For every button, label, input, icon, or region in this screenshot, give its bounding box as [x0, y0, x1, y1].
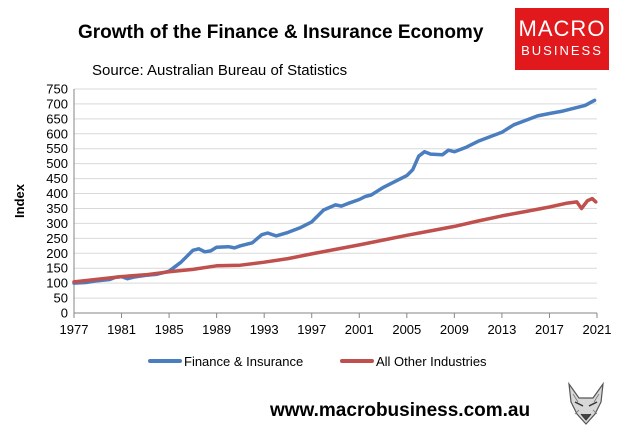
- fox-head-icon: [561, 380, 611, 428]
- macrobusiness-logo: MACRO BUSINESS: [515, 8, 609, 70]
- x-tick-label: 2009: [440, 322, 469, 337]
- website-url: www.macrobusiness.com.au: [270, 400, 531, 421]
- y-axis-label: Index: [12, 183, 27, 218]
- y-tick-label: 750: [46, 82, 68, 97]
- chart-title: Growth of the Finance & Insurance Econom…: [78, 22, 484, 43]
- y-tick-label: 0: [61, 306, 68, 321]
- x-tick-label: 1977: [60, 322, 89, 337]
- x-tick-label: 1989: [202, 322, 231, 337]
- y-tick-label: 400: [46, 186, 68, 201]
- x-tick-label: 1981: [107, 322, 136, 337]
- x-tick-label: 1985: [155, 322, 184, 337]
- legend-label-finance-insurance: Finance & Insurance: [184, 354, 303, 369]
- y-tick-label: 450: [46, 171, 68, 186]
- logo-line-1: MACRO: [518, 16, 606, 41]
- series-line-all-other-industries: [72, 196, 598, 284]
- y-tick-label: 50: [54, 291, 68, 306]
- x-tick-label: 1997: [297, 322, 326, 337]
- x-tick-label: 1993: [250, 322, 279, 337]
- y-tick-label: 700: [46, 96, 68, 111]
- chart-subtitle: Source: Australian Bureau of Statistics: [92, 62, 348, 79]
- series-line-finance-insurance: [72, 98, 597, 285]
- y-tick-label: 600: [46, 126, 68, 141]
- x-tick-label: 2001: [345, 322, 374, 337]
- x-tick-label: 2021: [583, 322, 612, 337]
- x-tick-label: 2017: [535, 322, 564, 337]
- logo-line-2: BUSINESS: [521, 43, 603, 58]
- x-tick-label: 2013: [487, 322, 516, 337]
- y-tick-label: 550: [46, 141, 68, 156]
- y-tick-label: 100: [46, 276, 68, 291]
- legend-label-all-other-industries: All Other Industries: [376, 354, 487, 369]
- y-tick-label: 200: [46, 246, 68, 261]
- x-tick-label: 2005: [392, 322, 421, 337]
- y-tick-label: 500: [46, 156, 68, 171]
- y-tick-label: 350: [46, 201, 68, 216]
- y-tick-label: 250: [46, 231, 68, 246]
- y-tick-label: 650: [46, 111, 68, 126]
- y-tick-label: 150: [46, 261, 68, 276]
- y-tick-label: 300: [46, 216, 68, 231]
